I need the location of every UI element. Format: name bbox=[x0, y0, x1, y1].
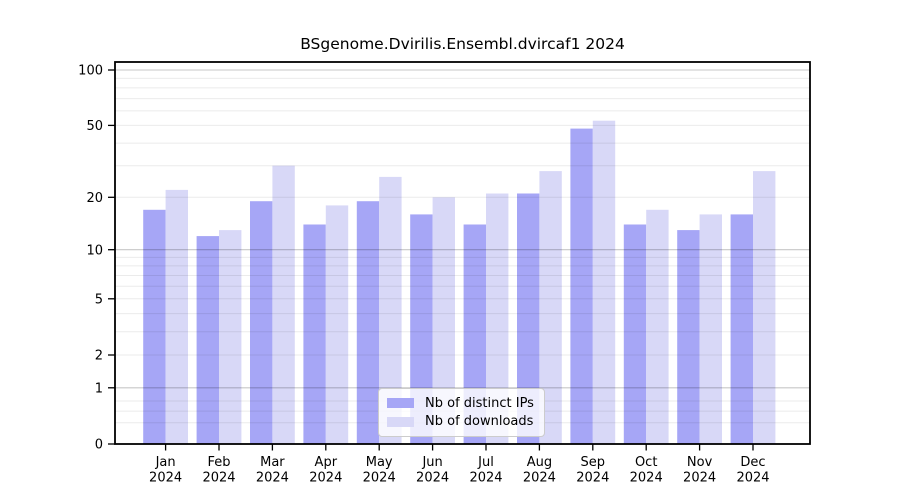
x-tick-label-year: 2024 bbox=[523, 471, 556, 486]
bar-downloads-jul bbox=[486, 193, 509, 444]
y-tick-label: 20 bbox=[86, 191, 103, 206]
bar-distinct-ips-may bbox=[356, 201, 380, 444]
bar-downloads-mar bbox=[272, 165, 295, 444]
x-tick-label-month: Aug bbox=[527, 455, 552, 470]
y-tick-label: 1 bbox=[95, 381, 103, 396]
x-tick-label-year: 2024 bbox=[309, 471, 342, 486]
x-tick-label-year: 2024 bbox=[202, 471, 235, 486]
plot-frame bbox=[114, 61, 811, 445]
x-tick-label-year: 2024 bbox=[736, 471, 769, 486]
y-tick-label: 50 bbox=[86, 119, 103, 134]
x-tick-label-month: Sep bbox=[581, 455, 606, 470]
x-tick-label-month: Mar bbox=[260, 455, 285, 470]
bar-distinct-ips-aug bbox=[517, 193, 540, 444]
legend-label: Nb of distinct IPs bbox=[425, 395, 534, 411]
bar-distinct-ips-feb bbox=[196, 236, 219, 444]
bar-downloads-aug bbox=[539, 171, 562, 444]
y-tick-label: 2 bbox=[95, 349, 103, 364]
legend-item: Nb of downloads bbox=[387, 414, 536, 429]
x-tick-label-year: 2024 bbox=[416, 471, 449, 486]
bar-downloads-jun bbox=[432, 197, 455, 444]
bar-downloads-may bbox=[379, 176, 402, 444]
bar-downloads-nov bbox=[699, 214, 722, 444]
legend-item: Nb of distinct IPs bbox=[387, 396, 536, 411]
y-tick-label: 10 bbox=[86, 243, 103, 258]
chart-title: BSgenome.Dvirilis.Ensembl.dvircaf1 2024 bbox=[300, 35, 625, 53]
x-tick-label-month: May bbox=[366, 455, 393, 470]
y-tick-label: 0 bbox=[95, 438, 103, 453]
bar-distinct-ips-mar bbox=[250, 201, 273, 444]
y-tick-label: 5 bbox=[95, 292, 103, 307]
x-tick-label-month: Jul bbox=[477, 455, 494, 470]
bar-distinct-ips-nov bbox=[677, 230, 700, 444]
bar-distinct-ips-jan bbox=[143, 209, 166, 444]
x-tick-label-year: 2024 bbox=[469, 471, 502, 486]
x-tick-label-year: 2024 bbox=[683, 471, 716, 486]
bar-downloads-feb bbox=[219, 230, 242, 444]
bar-distinct-ips-oct bbox=[623, 224, 647, 444]
bar-downloads-oct bbox=[646, 209, 669, 444]
legend: Nb of distinct IPs Nb of downloads bbox=[378, 388, 545, 437]
x-tick-label-year: 2024 bbox=[363, 471, 396, 486]
legend-swatch-downloads bbox=[387, 416, 414, 428]
legend-label: Nb of downloads bbox=[425, 414, 534, 430]
x-tick-label-month: Feb bbox=[207, 455, 230, 470]
bar-distinct-ips-jun bbox=[410, 214, 433, 444]
bar-distinct-ips-dec bbox=[730, 214, 753, 444]
bar-distinct-ips-apr bbox=[303, 224, 326, 444]
x-tick-label-month: Oct bbox=[635, 455, 657, 470]
bar-downloads-sep bbox=[592, 120, 616, 444]
bar-downloads-dec bbox=[753, 171, 776, 444]
x-tick-label-month: Apr bbox=[315, 455, 338, 470]
bar-distinct-ips-sep bbox=[570, 128, 593, 444]
x-tick-label-year: 2024 bbox=[256, 471, 289, 486]
x-tick-label-year: 2024 bbox=[576, 471, 609, 486]
y-tick-label: 100 bbox=[78, 64, 103, 79]
bar-downloads-apr bbox=[325, 205, 349, 444]
x-tick-label-month: Jan bbox=[155, 455, 176, 470]
x-tick-label-month: Dec bbox=[740, 455, 765, 470]
x-tick-label-month: Nov bbox=[687, 455, 713, 470]
legend-swatch-distinct-ips bbox=[387, 397, 414, 409]
x-tick-label-year: 2024 bbox=[630, 471, 663, 486]
x-tick-label-month: Jun bbox=[421, 455, 442, 470]
x-tick-label-year: 2024 bbox=[149, 471, 182, 486]
bar-downloads-jan bbox=[165, 189, 188, 444]
